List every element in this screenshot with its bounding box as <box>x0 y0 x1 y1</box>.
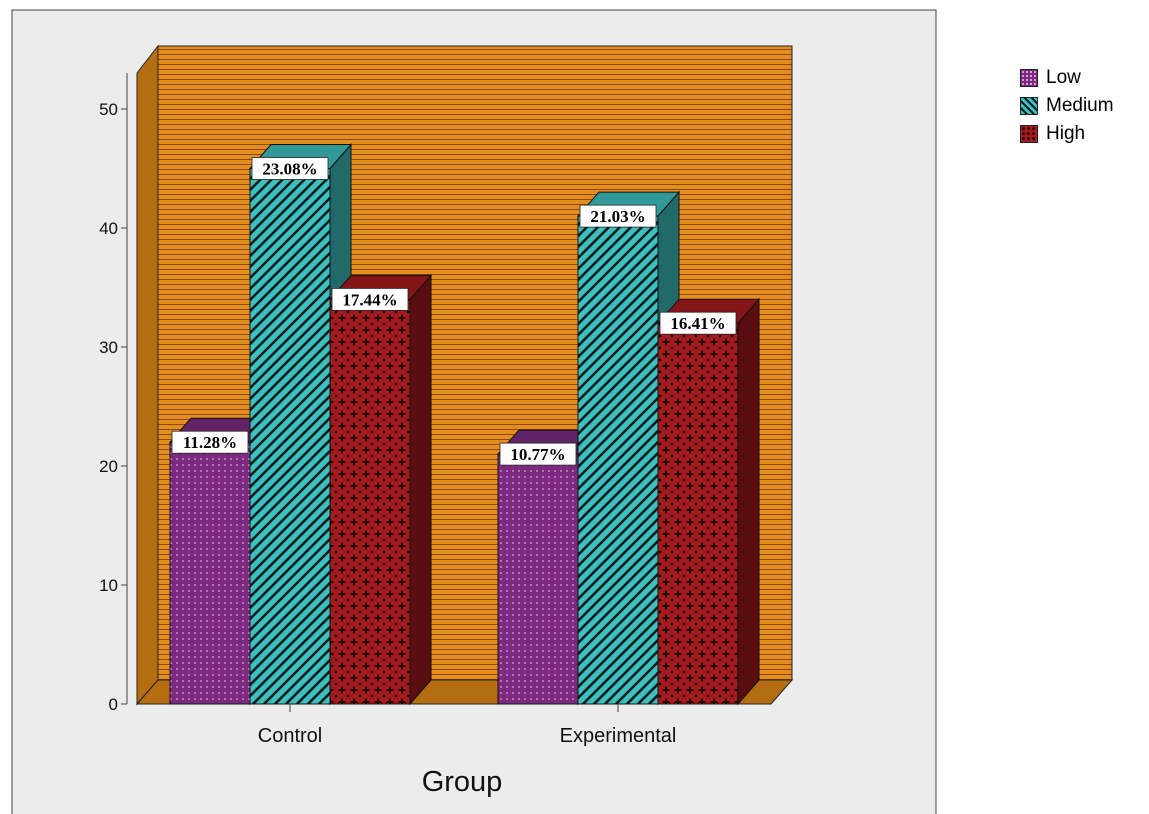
chart-side-wall <box>136 44 159 706</box>
bar-front-face <box>657 322 739 705</box>
legend-label-high: High <box>1046 123 1086 144</box>
legend-item-low: Low <box>1020 64 1114 92</box>
data-label: 23.08% <box>262 160 317 179</box>
bar-high-control: 17.44% <box>328 274 433 706</box>
bar-side-face <box>737 297 760 706</box>
data-label: 10.77% <box>510 445 565 464</box>
y-tick-label: 10 <box>99 576 118 595</box>
data-label: 16.41% <box>670 314 725 333</box>
legend-swatch-medium <box>1020 97 1038 115</box>
bar-front-face <box>329 298 411 705</box>
bar-front-face <box>249 168 331 705</box>
bar-front-face <box>169 441 251 705</box>
legend-swatch-high <box>1020 125 1038 143</box>
legend-label-medium: Medium <box>1046 95 1114 116</box>
data-label-box <box>251 157 329 180</box>
x-tick-label: Control <box>258 725 322 747</box>
legend-swatch-low <box>1020 69 1038 87</box>
data-label-box <box>171 430 249 454</box>
data-label-box <box>499 442 577 466</box>
data-label-box <box>331 287 409 311</box>
y-axis-ticks: 0 10 20 30 40 50 <box>99 100 127 714</box>
data-label: 11.28% <box>183 433 237 452</box>
x-axis-labels: Control Experimental <box>258 704 677 747</box>
y-tick-label: 0 <box>109 695 118 714</box>
data-label-box <box>659 311 737 335</box>
bar-low-control: 11.28% <box>168 416 273 706</box>
bars-group: 11.28% 23.08% 17.44% 10.77% 21.03% 16.41% <box>168 143 761 706</box>
y-tick-label: 40 <box>99 219 118 238</box>
bar-front-face <box>497 453 579 705</box>
data-label-box <box>579 204 657 228</box>
data-label: 17.44% <box>342 290 397 309</box>
x-axis-title: Group <box>422 766 503 798</box>
legend-item-high: High <box>1020 120 1114 148</box>
y-tick-label: 30 <box>99 338 118 357</box>
legend-item-medium: Medium <box>1020 92 1114 120</box>
y-tick-label: 20 <box>99 457 118 476</box>
y-tick-label: 50 <box>99 100 118 119</box>
legend-label-low: Low <box>1046 67 1081 88</box>
bar-side-face <box>409 274 432 706</box>
bar-high-experimental: 16.41% <box>656 297 761 706</box>
bar-front-face <box>577 215 659 705</box>
chart-legend: Low Medium High <box>1020 64 1114 148</box>
data-label: 21.03% <box>590 207 645 226</box>
x-tick-label: Experimental <box>560 725 677 747</box>
